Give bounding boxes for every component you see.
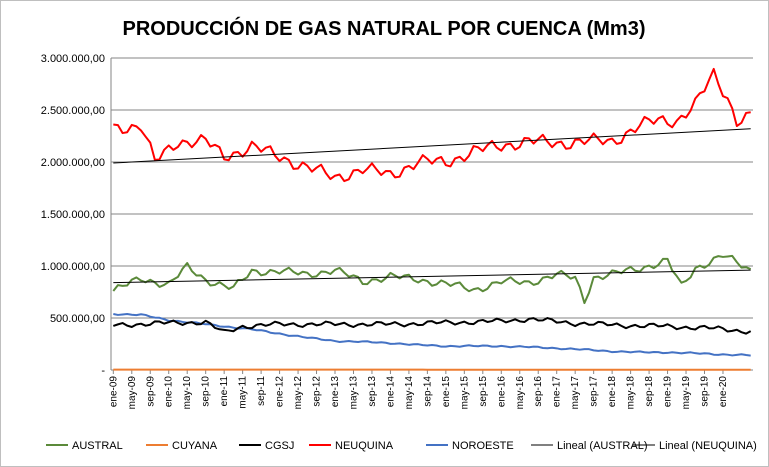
y-tick-label-4: 1.000.000,00: [41, 261, 105, 273]
grid-layer: [111, 57, 753, 319]
x-tick-label-23: sep-16: [533, 376, 544, 407]
x-tick-label-16: may-14: [404, 376, 415, 410]
series-layer: [112, 67, 752, 371]
legend-label-2: CGSJ: [265, 440, 294, 452]
x-tick-label-30: ene-19: [663, 376, 674, 408]
x-tick-label-3: ene-10: [164, 376, 175, 408]
legend-label-0: AUSTRAL: [72, 440, 123, 452]
trendline-0: [113, 269, 751, 284]
x-tick-label-12: ene-13: [330, 376, 341, 408]
x-tick-label-17: sep-14: [422, 376, 433, 407]
x-tick-label-20: sep-15: [478, 376, 489, 407]
x-tick-label-11: sep-12: [312, 376, 323, 407]
series-line-noroeste: [113, 313, 751, 357]
y-tick-label-3: 1.500.000,00: [41, 209, 105, 221]
x-tick-label-24: ene-17: [552, 376, 563, 408]
x-tick-label-32: sep-19: [700, 376, 711, 407]
x-tick-label-6: ene-11: [219, 376, 230, 407]
x-tick-label-27: ene-18: [607, 376, 618, 408]
series-line-neuquina: [113, 67, 751, 183]
axes-layer: 3.000.000,00 2.500.000,00 2.000.000,00 1.50…: [41, 53, 753, 409]
chart-title: PRODUCCIÓN DE GAS NATURAL POR CUENCA (Mm…: [123, 16, 646, 40]
x-tick-label-14: sep-13: [367, 376, 378, 407]
legend-label-4: NOROESTE: [452, 440, 514, 452]
trendline-1: [113, 128, 751, 164]
x-tick-label-33: ene-20: [718, 376, 729, 408]
x-tick-label-22: may-16: [515, 376, 526, 410]
x-tick-label-26: sep-17: [589, 376, 600, 407]
y-tick-label-2: 2.000.000,00: [41, 157, 105, 169]
x-tick-label-21: ene-16: [496, 376, 507, 408]
legend: AUSTRAL CUYANA CGSJ NEUQUINA NOROESTE Lineal …: [46, 440, 757, 452]
x-tick-label-8: sep-11: [256, 376, 267, 406]
x-tick-label-18: ene-15: [441, 376, 452, 408]
y-tick-label-0: 3.000.000,00: [41, 53, 105, 65]
x-tick-label-15: ene-14: [385, 376, 396, 408]
x-tick-label-5: sep-10: [201, 376, 212, 407]
x-tick-label-19: may-15: [459, 376, 470, 410]
x-tick-label-25: may-17: [570, 376, 581, 410]
x-tick-label-7: may-11: [238, 376, 249, 409]
x-tick-label-4: may-10: [182, 376, 193, 410]
legend-label-3: NEUQUINA: [335, 440, 394, 452]
y-tick-label-5: 500.000,00: [50, 313, 105, 325]
x-tick-label-9: ene-12: [275, 376, 286, 408]
y-tick-label-1: 2.500.000,00: [41, 105, 105, 117]
x-tick-label-28: may-18: [626, 376, 637, 410]
legend-label-1: CUYANA: [172, 440, 218, 452]
x-tick-label-13: may-13: [348, 376, 359, 410]
series-line-cgsj: [112, 317, 752, 335]
y-tick-label-6: -: [101, 365, 105, 377]
legend-label-5: Lineal (AUSTRAL): [557, 440, 647, 452]
x-tick-label-0: ene-09: [108, 376, 119, 408]
x-tick-label-10: may-12: [293, 376, 304, 410]
trend-layer: [113, 128, 751, 284]
x-tick-label-2: sep-09: [145, 376, 156, 407]
series-line-austral: [112, 254, 752, 305]
x-tick-label-1: may-09: [127, 376, 138, 410]
x-tick-label-29: sep-18: [644, 376, 655, 407]
legend-label-6: Lineal (NEUQUINA): [659, 440, 757, 452]
x-tick-label-31: may-19: [681, 376, 692, 410]
